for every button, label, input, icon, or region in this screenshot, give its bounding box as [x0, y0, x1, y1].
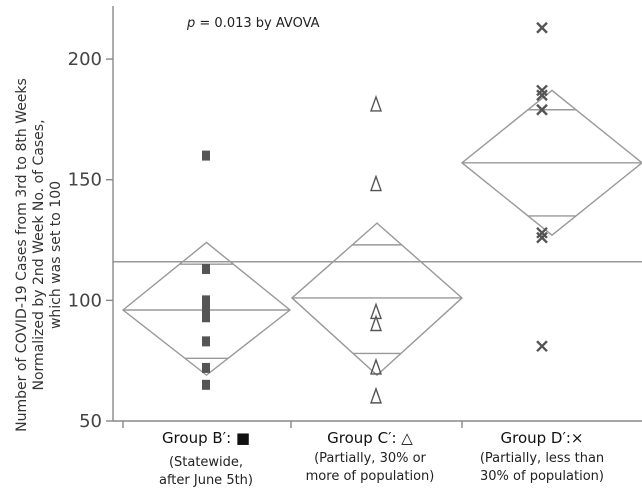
- data-point-2-3: [536, 103, 548, 116]
- data-point-2-5: [536, 231, 548, 244]
- category-label-c-sub-1: (Partially, 30% or: [314, 451, 426, 466]
- data-point-1-3: [370, 314, 382, 332]
- category-label-c-sub-2: more of population): [306, 469, 435, 484]
- data-point-0-6: [202, 362, 210, 373]
- annotation-rest: = 0.013 by AVOVA: [195, 16, 319, 31]
- y-tick-label-150: 150: [68, 170, 102, 191]
- axis-layer: 50 100 150 200: [68, 6, 642, 432]
- data-point-1-4: [370, 357, 382, 375]
- data-point-0-7: [202, 379, 210, 390]
- data-point-2-0: [536, 21, 548, 34]
- data-point-0-0: [202, 150, 210, 161]
- data-point-1-5: [370, 386, 382, 404]
- category-label-d-sub-1: (Partially, less than: [480, 451, 604, 466]
- y-tick-label-50: 50: [79, 411, 102, 432]
- data-point-2-6: [536, 340, 548, 353]
- data-point-0-4: [202, 312, 210, 323]
- category-label-b-sub-1: (Statewide,: [169, 455, 243, 470]
- category-label-b-title: Group B′: ■: [162, 429, 250, 447]
- data-point-0-5: [202, 336, 210, 347]
- y-label-line-3: which was set to 100: [48, 181, 64, 329]
- data-point-1-1: [370, 174, 382, 192]
- annotation-p: p: [186, 16, 195, 31]
- diamonds-layer: [121, 89, 642, 377]
- data-point-1-0: [370, 94, 382, 112]
- category-labels: Group B′: ■ (Statewide, after June 5th) …: [159, 429, 604, 488]
- category-label-c-title: Group C′: △: [327, 429, 413, 447]
- data-point-2-4: [536, 226, 548, 239]
- data-point-0-2: [202, 295, 210, 306]
- category-label-d-title: Group D′:×: [500, 429, 583, 447]
- means-diamond-2: [460, 89, 642, 237]
- category-label-b-sub-2: after June 5th): [159, 473, 253, 488]
- y-label-line-2: Normalized by 2nd Week No. of Cases,: [31, 119, 47, 390]
- y-axis-label: Number of COVID-19 Cases from 3rd to 8th…: [14, 78, 64, 432]
- y-label-line-1: Number of COVID-19 Cases from 3rd to 8th…: [14, 78, 30, 432]
- data-point-2-2: [536, 89, 548, 102]
- data-point-2-1: [536, 84, 548, 97]
- data-point-0-1: [202, 263, 210, 274]
- data-point-0-3: [202, 305, 210, 316]
- y-tick-label-100: 100: [68, 290, 102, 311]
- category-label-d-sub-2: 30% of population): [480, 469, 604, 484]
- y-tick-label-200: 200: [68, 49, 102, 70]
- points-layer: [202, 21, 548, 404]
- means-diamond-1: [290, 222, 464, 377]
- annotation: p = 0.013 by AVOVA: [186, 16, 320, 31]
